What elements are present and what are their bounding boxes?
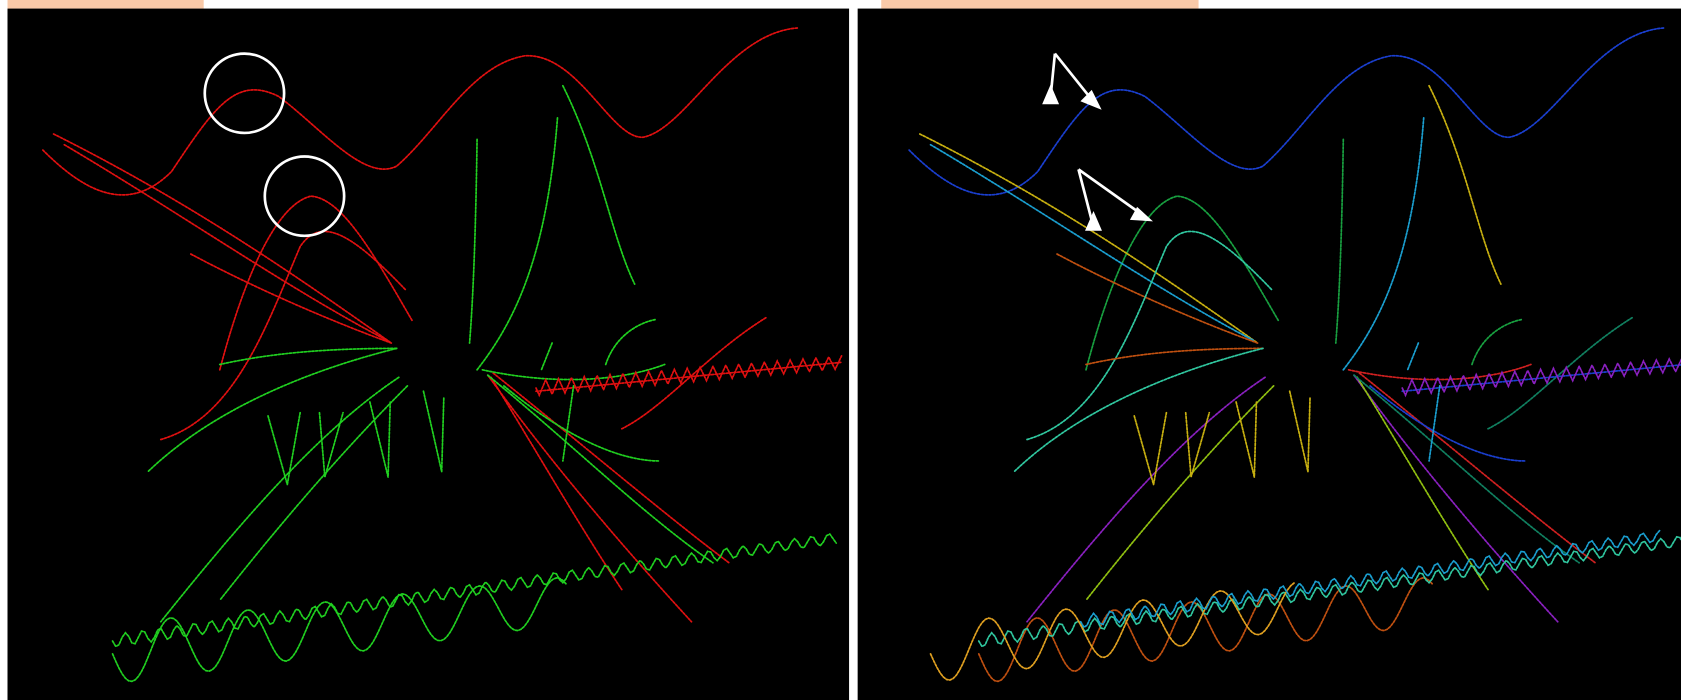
track (1085, 385, 1275, 602)
track (1356, 376, 1489, 591)
track (540, 342, 575, 462)
highlight-circle (263, 155, 346, 238)
track (486, 374, 693, 623)
track (1353, 374, 1559, 623)
track (929, 143, 1256, 342)
track (1334, 138, 1345, 344)
track (267, 390, 445, 485)
highlight-circle (203, 52, 286, 135)
track (1401, 357, 1681, 398)
track (977, 577, 1434, 683)
tab-right (881, 0, 1199, 9)
track (620, 316, 768, 430)
track (1342, 117, 1425, 371)
track (1079, 529, 1661, 629)
track (1353, 374, 1581, 564)
track (1013, 347, 1264, 473)
track (63, 143, 389, 342)
track (1133, 390, 1311, 485)
track (189, 253, 393, 344)
track (42, 27, 800, 196)
arrows (1042, 52, 1153, 231)
track (218, 347, 398, 366)
track (147, 347, 398, 473)
track (1401, 364, 1681, 393)
track (486, 374, 714, 564)
track (476, 117, 559, 371)
helices (111, 355, 843, 683)
track (1406, 342, 1441, 462)
track (1026, 376, 1266, 623)
track (503, 385, 661, 462)
track (1487, 316, 1634, 430)
panel-right (857, 8, 1681, 700)
track (1358, 372, 1597, 564)
track (159, 376, 400, 623)
track (1428, 84, 1502, 285)
track (929, 582, 1295, 681)
track (159, 230, 407, 441)
panel-left (7, 8, 850, 700)
track (1471, 318, 1524, 366)
track (561, 84, 636, 285)
track (492, 372, 730, 564)
track (218, 385, 409, 602)
track (1369, 385, 1527, 462)
track (977, 535, 1681, 648)
track (604, 318, 657, 366)
tab-left (7, 0, 204, 9)
track (468, 138, 478, 344)
track (490, 376, 623, 591)
track (52, 133, 393, 344)
track (918, 133, 1259, 344)
track (1056, 253, 1259, 344)
track (908, 27, 1666, 196)
tracks (908, 27, 1681, 683)
track (1085, 347, 1264, 366)
track (535, 355, 843, 398)
track (111, 577, 567, 683)
track (1026, 230, 1273, 441)
track (535, 361, 843, 393)
track (111, 532, 838, 648)
